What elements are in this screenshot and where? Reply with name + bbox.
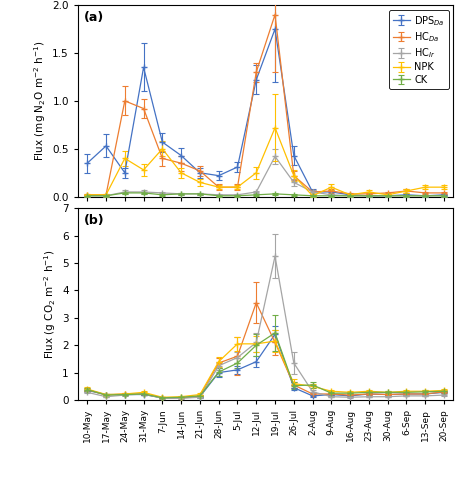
Legend: DPS$_{Da}$, HC$_{Da}$, HC$_{Ir}$, NPK, CK: DPS$_{Da}$, HC$_{Da}$, HC$_{Ir}$, NPK, C… — [389, 10, 448, 89]
Y-axis label: Flux (g CO$_2$ m$^{-2}$ h$^{-1}$): Flux (g CO$_2$ m$^{-2}$ h$^{-1}$) — [42, 249, 58, 359]
Y-axis label: Flux (mg N$_2$O m$^{-2}$ h$^{-1}$): Flux (mg N$_2$O m$^{-2}$ h$^{-1}$) — [32, 40, 48, 161]
Text: (a): (a) — [83, 11, 104, 24]
Text: (b): (b) — [83, 214, 104, 227]
